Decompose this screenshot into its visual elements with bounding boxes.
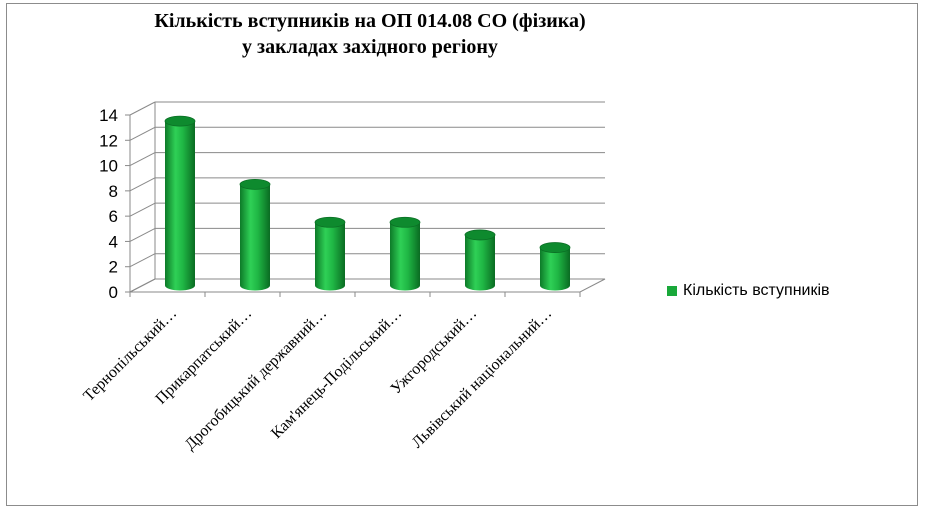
bar: [390, 222, 420, 291]
bar: [465, 234, 495, 291]
legend-label: Кількість вступників: [683, 282, 830, 299]
gridline-side: [129, 101, 156, 116]
bar: [540, 247, 570, 291]
bar-top: [464, 229, 496, 241]
bar-top: [539, 242, 571, 253]
chart-title-line-1: Кількість вступників на ОП 014.08 СО (фі…: [154, 10, 586, 32]
bar-top: [164, 115, 196, 127]
bar: [240, 184, 270, 291]
legend-swatch: [667, 286, 677, 296]
gridline-side: [129, 126, 156, 141]
chart-frame: [6, 3, 918, 506]
legend: Кількість вступників: [667, 282, 830, 300]
y-tick-label: 0: [109, 283, 118, 302]
bar-top: [389, 216, 421, 228]
bar-top: [314, 216, 346, 228]
gridline-side: [129, 227, 156, 242]
y-tick-label: 10: [99, 157, 118, 176]
y-tick-label: 4: [109, 232, 118, 251]
bar: [315, 222, 345, 291]
y-tick-label: 12: [99, 131, 118, 150]
chart-title: Кількість вступників на ОП 014.08 СО (фі…: [20, 8, 720, 60]
y-tick-label: 2: [109, 258, 118, 277]
floor: [129, 278, 606, 293]
x-tick-label: Дрогобицький державний…: [182, 305, 331, 454]
gridline-side: [129, 202, 156, 217]
bar: [165, 121, 195, 291]
chart-title-line-2: у закладах західного регіону: [242, 36, 498, 58]
y-tick-label: 6: [109, 207, 118, 226]
gridline-side: [129, 152, 156, 167]
plot-area: 02468101214Тернопільський…Прикарпатський…: [80, 101, 606, 454]
gridline-side: [129, 253, 156, 268]
y-tick-label: 8: [109, 182, 118, 201]
y-tick-label: 14: [99, 106, 118, 125]
x-tick-label: Кам'янець-Подільський…: [268, 305, 405, 442]
x-tick-label: Львівський національний…: [409, 305, 556, 452]
gridline-side: [129, 177, 156, 192]
bar-top: [239, 178, 271, 190]
